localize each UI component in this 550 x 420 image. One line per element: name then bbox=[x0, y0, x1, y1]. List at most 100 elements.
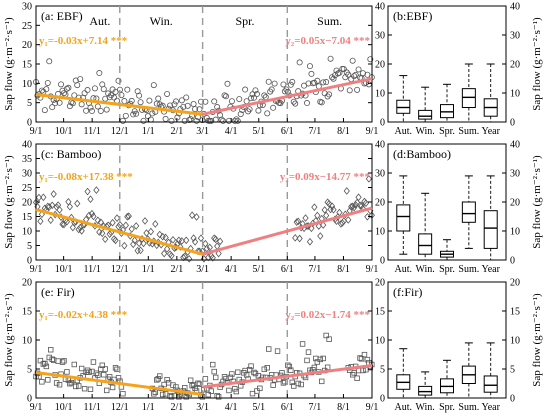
x-category-label: Sum. bbox=[458, 402, 479, 413]
data-point bbox=[151, 391, 157, 397]
data-point bbox=[208, 117, 215, 124]
data-point bbox=[113, 214, 121, 222]
data-point bbox=[323, 332, 329, 339]
x-tick-label: 7/1 bbox=[309, 264, 322, 275]
data-point bbox=[134, 88, 141, 95]
data-point bbox=[156, 230, 163, 239]
data-point bbox=[75, 225, 82, 234]
box-iqr bbox=[483, 375, 498, 393]
data-point bbox=[36, 374, 42, 380]
data-point bbox=[352, 71, 359, 78]
data-point bbox=[56, 206, 63, 214]
panel-title: (b:EBF) bbox=[393, 9, 432, 23]
data-point bbox=[257, 385, 263, 392]
data-point bbox=[182, 385, 188, 391]
data-point bbox=[227, 374, 234, 381]
data-point bbox=[326, 336, 332, 342]
data-point bbox=[41, 107, 48, 114]
data-point bbox=[228, 98, 235, 105]
data-point bbox=[84, 187, 91, 196]
y-tick-label-right: 0 bbox=[510, 256, 515, 267]
data-point bbox=[167, 102, 174, 109]
y-axis-label: Sap flow (g·m⁻²·s⁻¹) bbox=[3, 293, 15, 387]
data-point bbox=[90, 212, 97, 221]
data-point bbox=[67, 381, 73, 387]
x-tick-label: 10/1 bbox=[55, 126, 73, 137]
y-tick-label-right: 30 bbox=[510, 169, 520, 180]
data-point bbox=[214, 104, 221, 111]
data-point bbox=[248, 363, 254, 369]
panel-title: (f:Fir) bbox=[393, 285, 422, 299]
data-point bbox=[97, 107, 104, 114]
fit-line-1 bbox=[35, 370, 203, 397]
data-point bbox=[302, 214, 309, 222]
y-tick-label-left: 10 bbox=[375, 89, 385, 100]
data-point bbox=[289, 379, 295, 386]
box-iqr bbox=[483, 210, 498, 249]
data-point bbox=[103, 106, 110, 113]
data-point bbox=[100, 86, 107, 93]
data-point bbox=[266, 346, 272, 352]
data-point bbox=[94, 216, 101, 225]
y-tick-label: 5 bbox=[27, 365, 32, 376]
data-point bbox=[157, 373, 163, 379]
data-point bbox=[330, 205, 337, 214]
fit-line-2 bbox=[202, 206, 373, 256]
x-category-label: Spr. bbox=[439, 264, 455, 275]
data-point bbox=[49, 201, 56, 210]
data-point bbox=[231, 117, 238, 124]
data-point bbox=[83, 107, 90, 114]
data-point bbox=[319, 378, 325, 385]
data-point bbox=[154, 377, 160, 383]
x-tick-label: 3/1 bbox=[196, 126, 209, 137]
data-point bbox=[61, 358, 67, 364]
y-tick-label: 0 bbox=[27, 118, 32, 129]
data-point bbox=[215, 394, 222, 400]
data-point bbox=[42, 360, 48, 367]
data-point bbox=[93, 186, 100, 194]
data-point bbox=[150, 82, 157, 89]
data-point bbox=[124, 212, 131, 221]
data-point bbox=[224, 80, 231, 87]
data-point bbox=[236, 96, 243, 103]
data-point bbox=[186, 116, 193, 123]
x-category-label: Spr. bbox=[439, 126, 455, 137]
data-point bbox=[295, 217, 302, 226]
data-point bbox=[299, 341, 306, 347]
data-point bbox=[76, 383, 82, 389]
regression-equation-2: y₂=0.05x−7.04 *** bbox=[285, 35, 370, 47]
data-point bbox=[288, 367, 294, 373]
x-tick-label: 11/1 bbox=[83, 126, 100, 137]
data-point bbox=[140, 117, 147, 124]
data-point bbox=[91, 85, 98, 92]
data-point bbox=[93, 370, 100, 376]
y-tick-label: 40 bbox=[22, 140, 32, 151]
data-point bbox=[364, 356, 371, 363]
x-category-label: Sum. bbox=[458, 126, 479, 137]
data-point bbox=[308, 224, 315, 233]
data-point bbox=[180, 103, 187, 110]
y-tick-label-left: 15 bbox=[375, 307, 385, 318]
data-point bbox=[304, 100, 311, 107]
data-point bbox=[87, 386, 94, 393]
data-point bbox=[340, 65, 347, 72]
data-point bbox=[109, 384, 116, 391]
data-point bbox=[37, 357, 44, 364]
x-tick-label: 2/1 bbox=[170, 402, 183, 413]
data-point bbox=[112, 236, 119, 245]
data-point bbox=[69, 223, 76, 232]
panel-title: (c: Bamboo) bbox=[41, 147, 101, 161]
data-point bbox=[326, 91, 333, 98]
data-point bbox=[250, 94, 257, 101]
x-category-label: Aut. bbox=[395, 402, 413, 413]
data-point bbox=[339, 219, 346, 227]
data-point bbox=[177, 243, 184, 251]
data-point bbox=[255, 107, 262, 114]
y-tick-label-left: 20 bbox=[375, 60, 385, 71]
data-point bbox=[103, 387, 110, 394]
data-point bbox=[365, 174, 372, 183]
data-point bbox=[164, 376, 170, 383]
data-point bbox=[321, 90, 328, 97]
data-point bbox=[140, 239, 147, 248]
data-point bbox=[77, 76, 84, 83]
